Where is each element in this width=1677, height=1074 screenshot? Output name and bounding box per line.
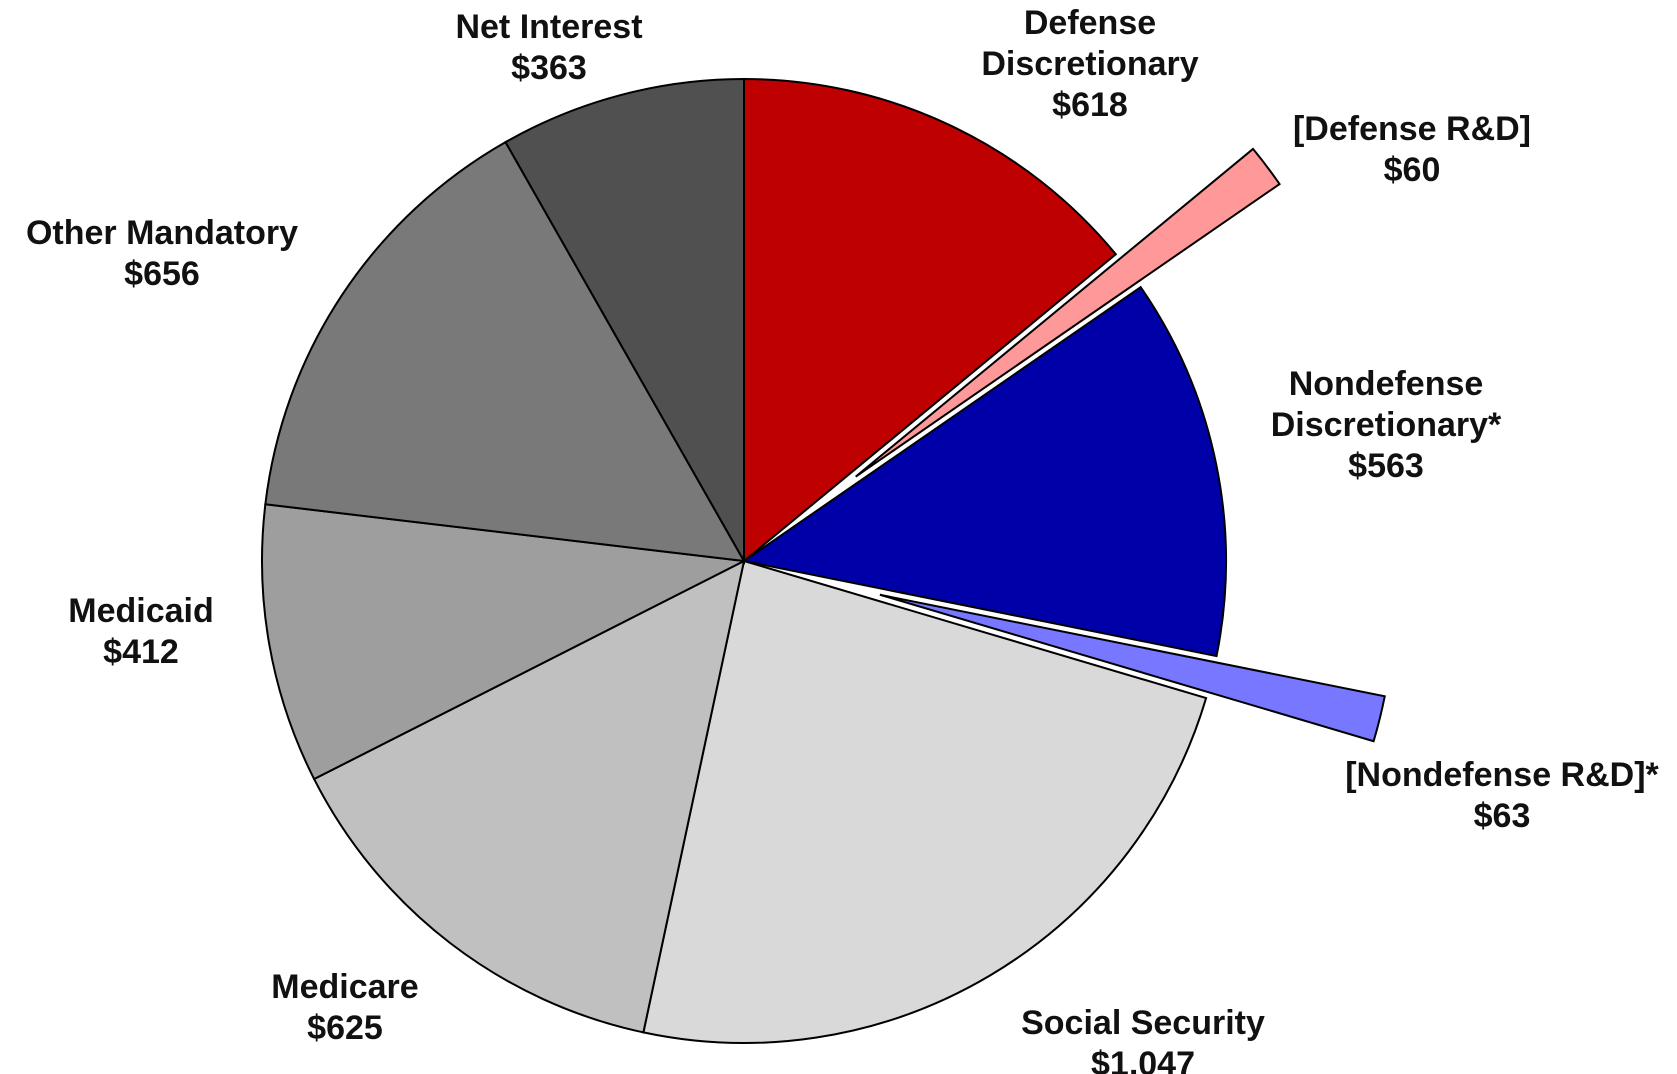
pie-slice-defense-discretionary	[743, 77, 1118, 564]
slice-label-value: $412	[103, 633, 179, 671]
slice-label-name: [Nondefense R&D]*	[1345, 756, 1659, 794]
slice-label-value: $618	[1052, 86, 1128, 124]
slice-label-value: $363	[511, 49, 587, 87]
pie-slice-medicare	[312, 559, 746, 1034]
slice-label-social-security: Social Security $1,047	[1021, 1004, 1265, 1074]
pie-slice-nondefense-discretionary	[741, 285, 1227, 658]
slice-label-name: Discretionary*	[1271, 406, 1502, 444]
pie-slice-defense-r-d	[855, 147, 1281, 478]
slice-label-value: $63	[1474, 797, 1531, 835]
pie-slice-medicaid	[261, 503, 748, 781]
slice-label-name: Discretionary	[981, 45, 1198, 83]
slice-label-value: $563	[1348, 447, 1424, 485]
slice-label-medicare: Medicare $625	[271, 968, 418, 1047]
pie-slice-net-interest	[504, 77, 745, 565]
slice-label-defense-r-d: [Defense R&D] $60	[1293, 110, 1531, 189]
slice-label-value: $625	[307, 1009, 383, 1047]
slice-label-name: Medicaid	[68, 592, 213, 630]
slice-label-value: $1,047	[1091, 1045, 1195, 1074]
slice-label-name: Other Mandatory	[26, 214, 298, 252]
slice-label-nondefense-discretionary: Nondefense Discretionary* $563	[1271, 365, 1502, 485]
pie-labels: Defense Discretionary $618 [Defense R&D] $60…	[26, 4, 1660, 1074]
slice-label-value: $60	[1384, 151, 1441, 189]
slice-label-value: $656	[124, 255, 200, 293]
slice-label-name: [Defense R&D]	[1293, 110, 1531, 148]
slice-label-net-interest: Net Interest $363	[455, 8, 642, 87]
slice-label-name: Medicare	[271, 968, 418, 1006]
pie-slice-social-security	[642, 559, 1208, 1044]
slice-label-defense-discretionary: Defense Discretionary $618	[981, 4, 1198, 124]
slice-label-name: Defense	[1024, 4, 1156, 42]
slice-label-name: Nondefense	[1289, 365, 1484, 403]
slice-label-name: Social Security	[1021, 1004, 1265, 1042]
pie-slice-other-mandatory	[264, 140, 746, 563]
slice-label-nondefense-r-d: [Nondefense R&D]* $63	[1345, 756, 1659, 835]
pie-slice-nondefense-r-d	[879, 593, 1386, 743]
pie-slices	[261, 77, 1386, 1044]
slice-label-name: Net Interest	[455, 8, 642, 46]
slice-label-other-mandatory: Other Mandatory $656	[26, 214, 298, 293]
slice-label-medicaid: Medicaid $412	[68, 592, 213, 671]
